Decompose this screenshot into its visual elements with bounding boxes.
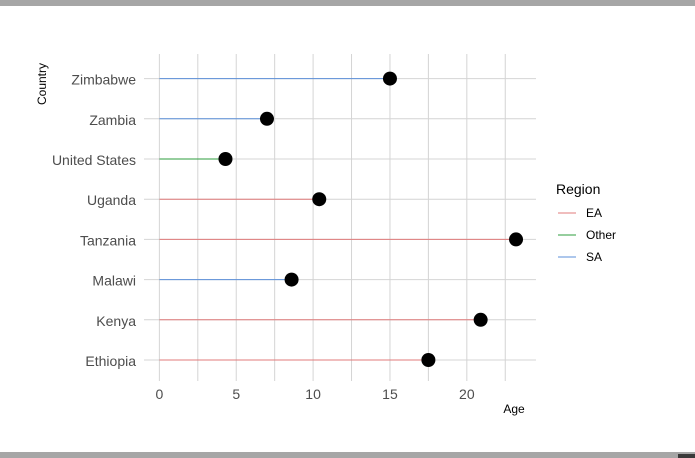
point-zambia xyxy=(259,111,274,126)
y-tick-label: Kenya xyxy=(96,313,136,329)
x-tick-label: 15 xyxy=(382,386,398,402)
legend-label-ea: EA xyxy=(586,206,602,220)
legend-title: Region xyxy=(556,181,600,197)
x-axis-label: Age xyxy=(503,402,525,416)
y-tick-label: Uganda xyxy=(87,192,136,208)
legend: Region EA Other SA xyxy=(556,181,616,264)
point-united-states xyxy=(218,152,233,166)
legend-label-other: Other xyxy=(586,228,616,242)
y-tick-label: Zambia xyxy=(89,112,136,128)
point-ethiopia xyxy=(421,353,436,367)
point-tanzania xyxy=(509,232,524,247)
x-tick-label: 5 xyxy=(232,386,240,402)
x-tick-label: 20 xyxy=(459,386,475,402)
legend-label-sa: SA xyxy=(586,250,602,264)
y-tick-label: United States xyxy=(52,152,136,168)
y-tick-label: Ethiopia xyxy=(85,353,136,369)
y-axis-label: Country xyxy=(35,63,49,105)
lollipop-stems xyxy=(159,78,517,361)
lollipop-points xyxy=(218,71,524,367)
x-tick-labels: 0 5 10 15 20 xyxy=(155,386,474,402)
point-zimbabwe xyxy=(382,71,397,86)
y-tick-labels: Ethiopia Kenya Malawi Tanzania Uganda United … xyxy=(52,72,136,369)
point-uganda xyxy=(312,192,327,207)
grid-lines xyxy=(144,54,536,381)
y-tick-label: Tanzania xyxy=(80,232,136,248)
point-kenya xyxy=(473,312,488,327)
y-tick-label: Zimbabwe xyxy=(71,72,136,88)
point-malawi xyxy=(284,272,299,287)
bottom-frame-corner xyxy=(678,454,695,458)
y-tick-label: Malawi xyxy=(92,273,136,289)
top-frame-bar xyxy=(0,0,695,6)
x-tick-label: 0 xyxy=(155,386,163,402)
x-tick-label: 10 xyxy=(305,386,321,402)
bottom-frame-bar xyxy=(0,452,695,458)
